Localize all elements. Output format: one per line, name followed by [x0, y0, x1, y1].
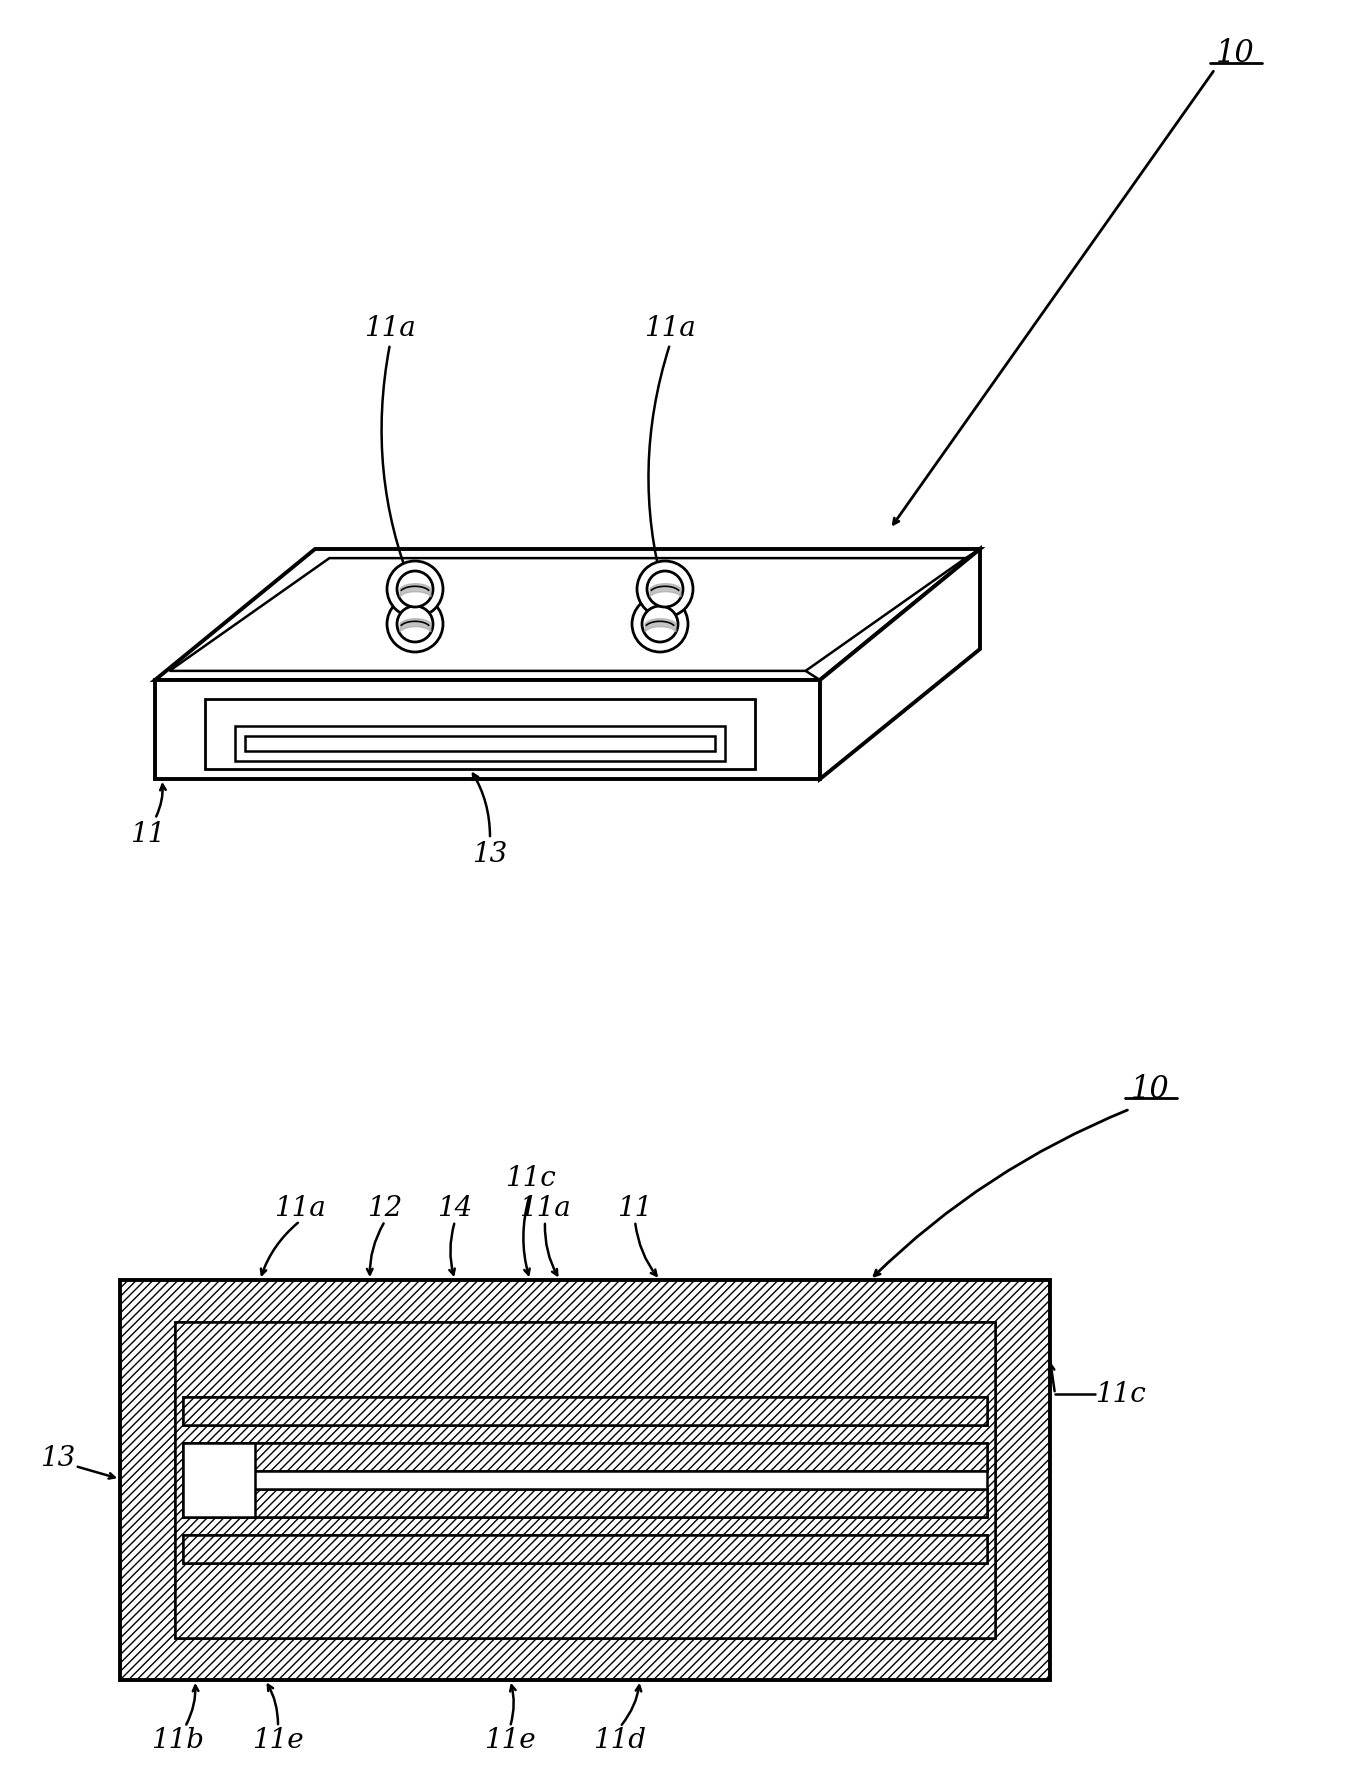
Circle shape — [642, 606, 678, 642]
Polygon shape — [183, 1397, 987, 1426]
Text: 10: 10 — [1216, 39, 1254, 70]
Circle shape — [397, 571, 433, 606]
Polygon shape — [244, 735, 715, 751]
Text: 11a: 11a — [274, 1195, 326, 1222]
Text: 14: 14 — [437, 1195, 472, 1222]
Polygon shape — [205, 699, 755, 769]
Polygon shape — [183, 1488, 987, 1517]
Polygon shape — [183, 1488, 987, 1517]
Text: 12: 12 — [367, 1195, 403, 1222]
Polygon shape — [183, 1535, 987, 1564]
Polygon shape — [156, 549, 980, 680]
Polygon shape — [175, 1322, 995, 1639]
Polygon shape — [820, 549, 980, 778]
Text: 10: 10 — [1130, 1073, 1170, 1104]
Text: 11b: 11b — [152, 1728, 205, 1755]
Polygon shape — [183, 1397, 987, 1426]
Polygon shape — [183, 1444, 987, 1471]
Text: 11e: 11e — [253, 1728, 304, 1755]
Polygon shape — [156, 680, 820, 778]
Polygon shape — [175, 1322, 995, 1639]
Text: 13: 13 — [472, 841, 508, 868]
Circle shape — [632, 596, 688, 651]
Polygon shape — [120, 1279, 1050, 1680]
Circle shape — [388, 596, 444, 651]
Text: 11c: 11c — [505, 1165, 556, 1193]
Polygon shape — [183, 1535, 987, 1564]
Text: 11d: 11d — [594, 1728, 647, 1755]
Circle shape — [397, 606, 433, 642]
Text: 11a: 11a — [519, 1195, 571, 1222]
Circle shape — [388, 562, 444, 617]
Polygon shape — [183, 1444, 987, 1471]
Text: 11: 11 — [131, 821, 165, 848]
Polygon shape — [183, 1444, 255, 1517]
Text: 11a: 11a — [644, 315, 696, 342]
Text: 11e: 11e — [485, 1728, 536, 1755]
Text: 11c: 11c — [1095, 1381, 1145, 1408]
Polygon shape — [235, 726, 725, 760]
Polygon shape — [183, 1471, 987, 1488]
Text: 11a: 11a — [364, 315, 416, 342]
Text: 11: 11 — [617, 1195, 652, 1222]
Circle shape — [647, 571, 682, 606]
Text: 13: 13 — [41, 1446, 75, 1472]
Circle shape — [637, 562, 693, 617]
